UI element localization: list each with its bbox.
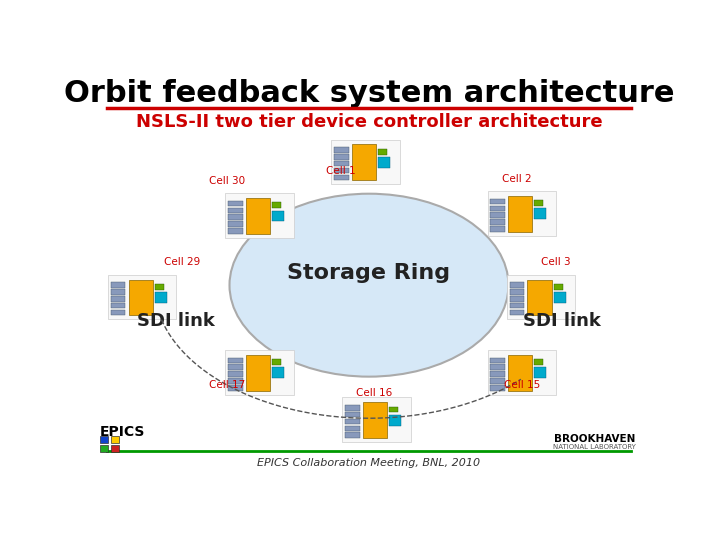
FancyBboxPatch shape [490, 357, 505, 363]
FancyBboxPatch shape [246, 198, 270, 234]
Text: Cell 15: Cell 15 [504, 380, 541, 390]
FancyBboxPatch shape [128, 280, 153, 315]
FancyBboxPatch shape [490, 206, 505, 211]
FancyBboxPatch shape [378, 149, 387, 154]
FancyBboxPatch shape [228, 207, 243, 213]
FancyBboxPatch shape [508, 196, 533, 232]
FancyBboxPatch shape [100, 446, 108, 453]
FancyBboxPatch shape [510, 282, 524, 288]
FancyBboxPatch shape [334, 161, 348, 166]
FancyBboxPatch shape [111, 282, 125, 288]
FancyBboxPatch shape [246, 355, 270, 390]
Text: Cell 16: Cell 16 [356, 388, 392, 399]
FancyBboxPatch shape [346, 405, 360, 410]
FancyBboxPatch shape [490, 364, 505, 370]
Text: Cell 3: Cell 3 [541, 257, 571, 267]
FancyBboxPatch shape [346, 418, 360, 424]
Ellipse shape [230, 194, 508, 377]
FancyBboxPatch shape [490, 378, 505, 384]
FancyBboxPatch shape [228, 214, 243, 220]
FancyBboxPatch shape [155, 284, 164, 290]
Text: NSLS-II two tier device controller architecture: NSLS-II two tier device controller archi… [135, 113, 603, 131]
FancyBboxPatch shape [272, 211, 284, 221]
Text: Cell 1: Cell 1 [326, 166, 356, 176]
Text: BROOKHAVEN: BROOKHAVEN [554, 434, 636, 444]
FancyBboxPatch shape [334, 168, 348, 173]
Text: SDI link: SDI link [523, 312, 600, 329]
FancyBboxPatch shape [334, 154, 348, 160]
FancyBboxPatch shape [490, 199, 505, 204]
FancyBboxPatch shape [346, 426, 360, 431]
FancyBboxPatch shape [228, 357, 243, 363]
FancyBboxPatch shape [334, 174, 348, 180]
FancyBboxPatch shape [111, 296, 125, 302]
Text: Cell 2: Cell 2 [502, 174, 531, 184]
FancyBboxPatch shape [507, 275, 575, 320]
FancyBboxPatch shape [487, 191, 556, 236]
FancyBboxPatch shape [228, 364, 243, 370]
FancyBboxPatch shape [534, 367, 546, 378]
FancyBboxPatch shape [487, 350, 556, 395]
FancyBboxPatch shape [228, 385, 243, 390]
FancyBboxPatch shape [389, 415, 401, 426]
FancyBboxPatch shape [508, 355, 533, 390]
FancyBboxPatch shape [534, 208, 546, 219]
Text: NATIONAL LABORATORY: NATIONAL LABORATORY [553, 444, 636, 450]
FancyBboxPatch shape [534, 200, 544, 206]
FancyBboxPatch shape [100, 436, 108, 443]
FancyBboxPatch shape [534, 359, 544, 365]
FancyBboxPatch shape [490, 385, 505, 390]
FancyBboxPatch shape [108, 275, 176, 320]
FancyBboxPatch shape [228, 221, 243, 227]
FancyBboxPatch shape [225, 193, 294, 238]
FancyBboxPatch shape [554, 292, 566, 303]
FancyBboxPatch shape [510, 296, 524, 302]
FancyBboxPatch shape [331, 140, 400, 184]
FancyBboxPatch shape [111, 436, 119, 443]
FancyBboxPatch shape [510, 310, 524, 315]
Text: Storage Ring: Storage Ring [287, 262, 451, 283]
Text: Cell 17: Cell 17 [209, 380, 245, 390]
FancyBboxPatch shape [228, 378, 243, 384]
FancyBboxPatch shape [510, 303, 524, 308]
FancyBboxPatch shape [111, 446, 119, 453]
FancyBboxPatch shape [490, 219, 505, 225]
Text: EPICS: EPICS [100, 424, 145, 438]
FancyBboxPatch shape [228, 228, 243, 234]
Text: EPICS Collaboration Meeting, BNL, 2010: EPICS Collaboration Meeting, BNL, 2010 [258, 458, 480, 468]
FancyBboxPatch shape [378, 157, 390, 168]
FancyBboxPatch shape [554, 284, 563, 290]
FancyBboxPatch shape [228, 371, 243, 377]
FancyBboxPatch shape [228, 201, 243, 206]
FancyBboxPatch shape [272, 202, 281, 208]
FancyBboxPatch shape [272, 367, 284, 378]
Text: SDI link: SDI link [138, 312, 215, 329]
FancyBboxPatch shape [363, 402, 387, 438]
FancyBboxPatch shape [528, 280, 552, 315]
FancyBboxPatch shape [111, 303, 125, 308]
FancyBboxPatch shape [490, 212, 505, 218]
Text: Cell 30: Cell 30 [209, 176, 245, 186]
FancyBboxPatch shape [346, 433, 360, 438]
FancyBboxPatch shape [272, 359, 281, 365]
FancyBboxPatch shape [334, 147, 348, 153]
FancyBboxPatch shape [343, 397, 411, 442]
FancyBboxPatch shape [389, 407, 398, 413]
FancyBboxPatch shape [155, 292, 167, 303]
FancyBboxPatch shape [111, 289, 125, 295]
FancyBboxPatch shape [111, 310, 125, 315]
Text: Orbit feedback system architecture: Orbit feedback system architecture [64, 79, 674, 109]
FancyBboxPatch shape [490, 226, 505, 232]
FancyBboxPatch shape [510, 289, 524, 295]
FancyBboxPatch shape [490, 371, 505, 377]
FancyBboxPatch shape [346, 412, 360, 417]
FancyBboxPatch shape [351, 144, 377, 180]
FancyBboxPatch shape [225, 350, 294, 395]
Text: Cell 29: Cell 29 [164, 257, 200, 267]
